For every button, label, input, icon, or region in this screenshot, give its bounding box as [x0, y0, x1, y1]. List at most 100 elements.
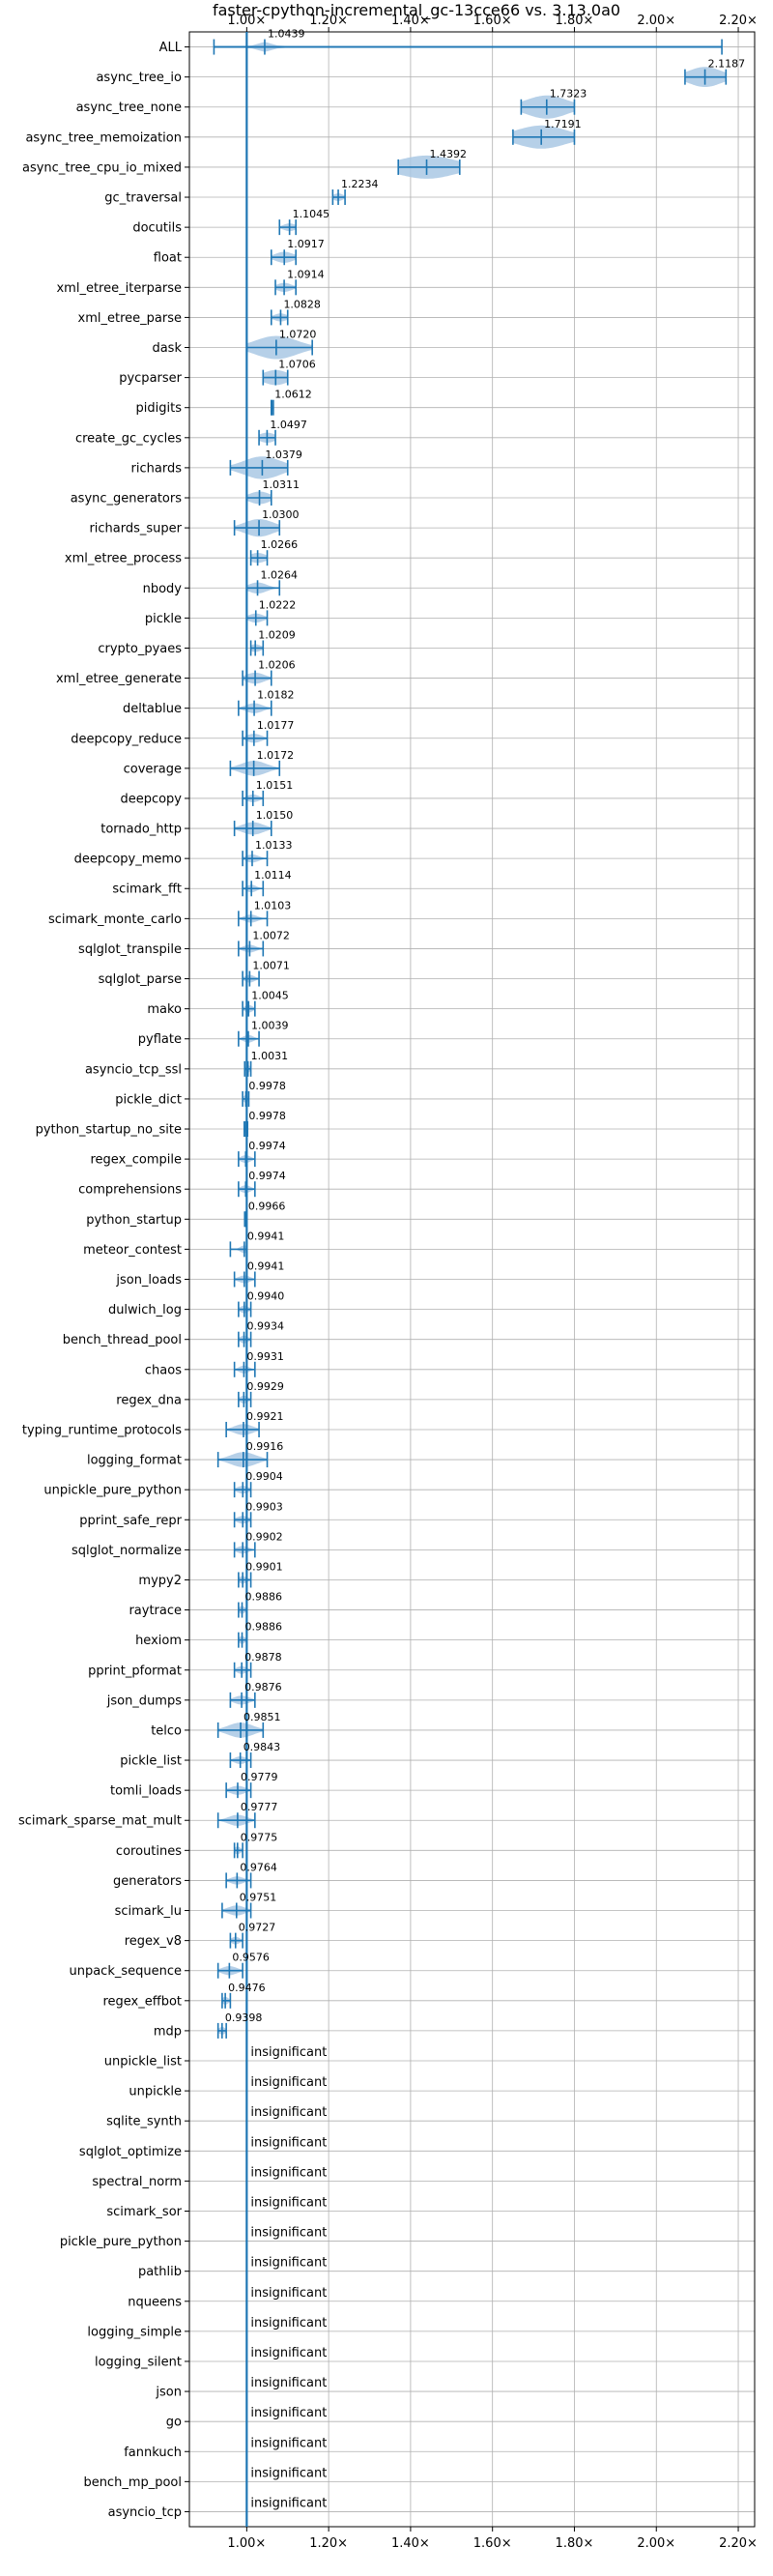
y-tick-label: scimark_monte_carlo	[48, 912, 182, 927]
y-tick-label: bench_thread_pool	[63, 1333, 182, 1347]
insignificant-label: insignificant	[250, 2436, 327, 2450]
y-tick-label: richards	[131, 461, 183, 476]
y-tick-label: telco	[151, 1723, 182, 1738]
value-label: 1.0031	[251, 1050, 289, 1062]
value-label: 0.9398	[225, 2012, 262, 2024]
y-tick-label: nbody	[143, 582, 183, 596]
value-label: 1.0266	[261, 538, 299, 551]
value-label: 0.9901	[245, 1560, 283, 1573]
insignificant-label: insignificant	[250, 2105, 327, 2120]
y-tick-label: async_tree_memoization	[25, 130, 182, 145]
x-tick-label-bottom: 2.20×	[719, 2536, 758, 2551]
value-label: 0.9934	[247, 1320, 284, 1333]
y-tick-label: json_dumps	[106, 1693, 182, 1708]
value-label: 0.9978	[248, 1110, 286, 1122]
x-tick-label-top: 1.40×	[391, 14, 430, 28]
value-label: 1.0914	[287, 268, 325, 280]
value-label: 1.0172	[257, 749, 295, 762]
value-label: 1.0706	[278, 359, 316, 371]
value-label: 0.9886	[245, 1591, 282, 1604]
y-tick-label: crypto_pyaes	[98, 642, 182, 656]
insignificant-label: insignificant	[250, 2376, 327, 2390]
value-label: 1.0151	[256, 779, 294, 792]
y-tick-label: coroutines	[116, 1844, 182, 1859]
value-label: 1.0828	[283, 298, 321, 310]
y-tick-label: typing_runtime_protocols	[22, 1423, 182, 1437]
x-tick-label-top: 1.20×	[309, 14, 348, 28]
value-label: 0.9974	[248, 1170, 286, 1182]
y-tick-label: regex_compile	[90, 1153, 182, 1168]
plot-frame	[188, 31, 756, 2528]
y-tick-label: async_tree_io	[96, 71, 182, 85]
value-label: 1.0300	[262, 508, 300, 521]
y-tick-label: coverage	[124, 762, 182, 776]
x-tick-label-bottom: 1.60×	[473, 2536, 512, 2551]
value-label: 1.0209	[258, 628, 296, 641]
value-label: 0.9764	[240, 1861, 277, 1873]
y-tick-label: raytrace	[129, 1604, 182, 1618]
y-tick-label: json_loads	[115, 1273, 182, 1288]
value-label: 1.0150	[256, 809, 294, 822]
grid-lines	[185, 27, 756, 2532]
y-tick-label: logging_format	[87, 1454, 182, 1468]
insignificant-label: insignificant	[250, 2195, 327, 2210]
y-tick-label: logging_simple	[87, 2325, 182, 2339]
x-tick-label-bottom: 1.20×	[309, 2536, 348, 2551]
y-tick-label: asyncio_tcp_ssl	[85, 1062, 182, 1077]
y-tick-label: python_startup_no_site	[36, 1123, 182, 1138]
y-tick-label: unpack_sequence	[69, 1964, 182, 1979]
y-tick-label: unpickle_pure_python	[43, 1484, 182, 1498]
y-tick-label: ALL	[159, 41, 183, 55]
y-tick-label: gc_traversal	[104, 191, 182, 206]
insignificant-label: insignificant	[250, 2466, 327, 2480]
x-tick-label-top: 1.80×	[556, 14, 594, 28]
x-tick-label-bottom: 2.00×	[637, 2536, 675, 2551]
y-tick-label: unpickle_list	[104, 2055, 182, 2069]
insignificant-label: insignificant	[250, 2165, 327, 2180]
value-label: 1.7191	[544, 118, 582, 130]
y-tick-label: nqueens	[128, 2295, 182, 2309]
y-tick-label: xml_etree_parse	[78, 311, 182, 326]
y-tick-label: json	[155, 2386, 182, 2400]
y-tick-label: create_gc_cycles	[75, 431, 182, 446]
y-tick-label: regex_effbot	[102, 1994, 182, 2009]
value-label: 0.9878	[244, 1651, 282, 1664]
y-tick-label: float	[154, 251, 182, 266]
data-marks	[213, 32, 728, 2527]
y-tick-label: xml_etree_iterparse	[56, 281, 182, 296]
y-tick-label: dask	[152, 341, 182, 356]
value-label: 1.0039	[251, 1020, 289, 1032]
insignificant-label: insignificant	[250, 2226, 327, 2241]
x-tick-label-bottom: 1.40×	[391, 2536, 430, 2551]
y-tick-label: hexiom	[135, 1634, 182, 1648]
insignificant-label: insignificant	[250, 2135, 327, 2150]
y-tick-label: pidigits	[136, 401, 183, 416]
value-label: 0.9929	[246, 1380, 284, 1393]
y-tick-label: chaos	[145, 1363, 182, 1377]
y-tick-label: mypy2	[138, 1574, 182, 1588]
value-label: 0.9940	[247, 1290, 285, 1303]
value-label: 0.9941	[247, 1260, 285, 1273]
insignificant-label: insignificant	[250, 2496, 327, 2510]
y-tick-label: xml_etree_generate	[56, 672, 182, 686]
value-label: 0.9779	[241, 1771, 278, 1783]
y-tick-label: pprint_safe_repr	[79, 1514, 182, 1528]
y-tick-label: pathlib	[138, 2265, 182, 2279]
labels: 1.00× 1.00× 1.20× 1.20× 1.40× 1.40× 1.60× 1.60×…	[18, 14, 758, 2551]
y-tick-label: mdp	[154, 2024, 182, 2039]
value-label: 1.0182	[257, 689, 295, 702]
insignificant-label: insignificant	[250, 2346, 327, 2360]
value-label: 1.0264	[261, 568, 299, 581]
y-tick-label: asyncio_tcp	[108, 2505, 182, 2520]
value-label: 1.0071	[252, 960, 290, 972]
value-label: 0.9974	[248, 1140, 286, 1152]
insignificant-label: insignificant	[250, 2316, 327, 2330]
y-tick-label: richards_super	[89, 522, 182, 536]
y-tick-label: tornado_http	[100, 823, 182, 837]
y-tick-label: generators	[113, 1874, 182, 1889]
value-label: 1.0439	[268, 28, 305, 41]
y-tick-label: scimark_fft	[112, 883, 182, 897]
insignificant-label: insignificant	[250, 2286, 327, 2301]
y-tick-label: scimark_sparse_mat_mult	[18, 1814, 182, 1829]
value-label: 0.9851	[243, 1711, 281, 1723]
